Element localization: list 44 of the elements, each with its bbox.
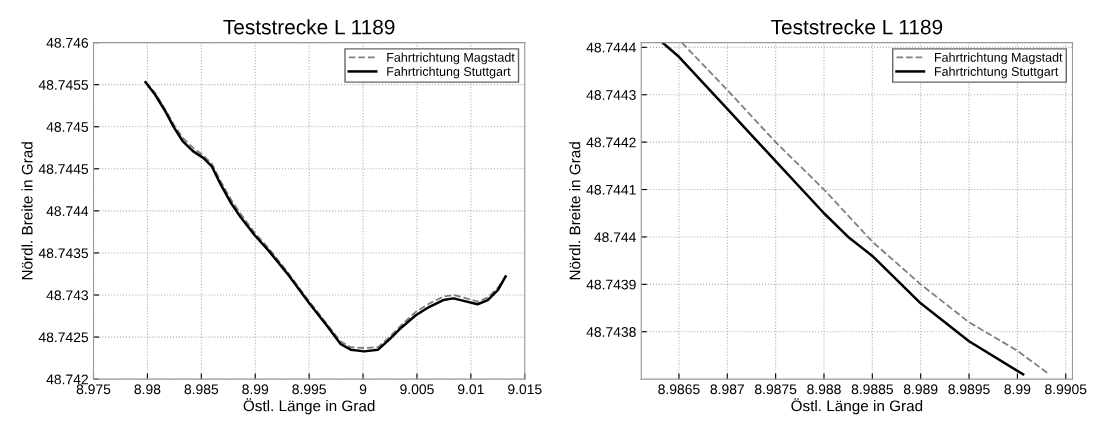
x-tick-label: 8.987 <box>710 384 744 395</box>
x-tick-label: 8.9905 <box>1045 384 1087 395</box>
y-tick-label: 48.7435 <box>38 248 89 259</box>
y-axis-title: Nördl. Breite in Grad <box>21 142 33 280</box>
x-tick-label: 8.988 <box>807 384 841 395</box>
x-tick-label: 8.99 <box>1004 384 1031 395</box>
x-tick-label: 8.975 <box>76 384 111 395</box>
y-tick-label: 48.744 <box>594 232 636 243</box>
legend-label: Fahrtrichtung Magstadt <box>935 52 1063 65</box>
chart-title: Teststrecke L 1189 <box>223 19 395 35</box>
y-tick-label: 48.7444 <box>586 42 636 53</box>
x-axis-title: Östl. Länge in Grad <box>243 398 375 415</box>
chart-title: Teststrecke L 1189 <box>771 19 943 35</box>
x-tick-label: 9.01 <box>458 384 484 395</box>
x-tick-label: 8.9875 <box>755 384 797 395</box>
y-tick-label: 48.7441 <box>586 184 636 195</box>
x-tick-label: 8.99 <box>242 384 269 395</box>
y-axis-title: Nördl. Breite in Grad <box>569 142 581 280</box>
x-tick-label: 8.9885 <box>851 384 893 395</box>
x-tick-label: 8.985 <box>184 384 219 395</box>
y-tick-label: 48.745 <box>46 122 89 132</box>
y-tick-label: 48.7439 <box>586 279 636 290</box>
y-tick-label: 48.7438 <box>586 327 636 337</box>
x-tick-label: 8.98 <box>134 384 161 395</box>
legend-label: Fahrtrichtung Magstadt <box>387 52 515 65</box>
y-tick-label: 48.7442 <box>586 137 636 148</box>
x-tick-label: 9 <box>359 384 367 395</box>
y-tick-label: 48.7455 <box>38 80 89 90</box>
x-tick-label: 8.9865 <box>658 384 700 395</box>
y-tick-label: 48.746 <box>46 37 89 48</box>
x-tick-label: 8.9895 <box>948 384 990 395</box>
x-tick-label: 9.015 <box>508 384 542 395</box>
y-tick-label: 48.742 <box>46 374 88 385</box>
y-tick-label: 48.7443 <box>586 90 636 100</box>
x-axis-title: Östl. Länge in Grad <box>791 398 923 415</box>
x-tick-label: 8.989 <box>903 384 938 395</box>
y-tick-label: 48.7445 <box>38 164 89 174</box>
y-tick-label: 48.744 <box>46 206 89 217</box>
y-tick-label: 48.7425 <box>38 332 89 343</box>
legend-label: Fahrtrichtung Stuttgart <box>387 66 511 79</box>
y-tick-label: 48.743 <box>46 290 89 301</box>
x-tick-label: 9.005 <box>400 384 434 395</box>
legend-label: Fahrtrichtung Stuttgart <box>935 66 1059 79</box>
x-tick-label: 8.995 <box>292 384 326 395</box>
